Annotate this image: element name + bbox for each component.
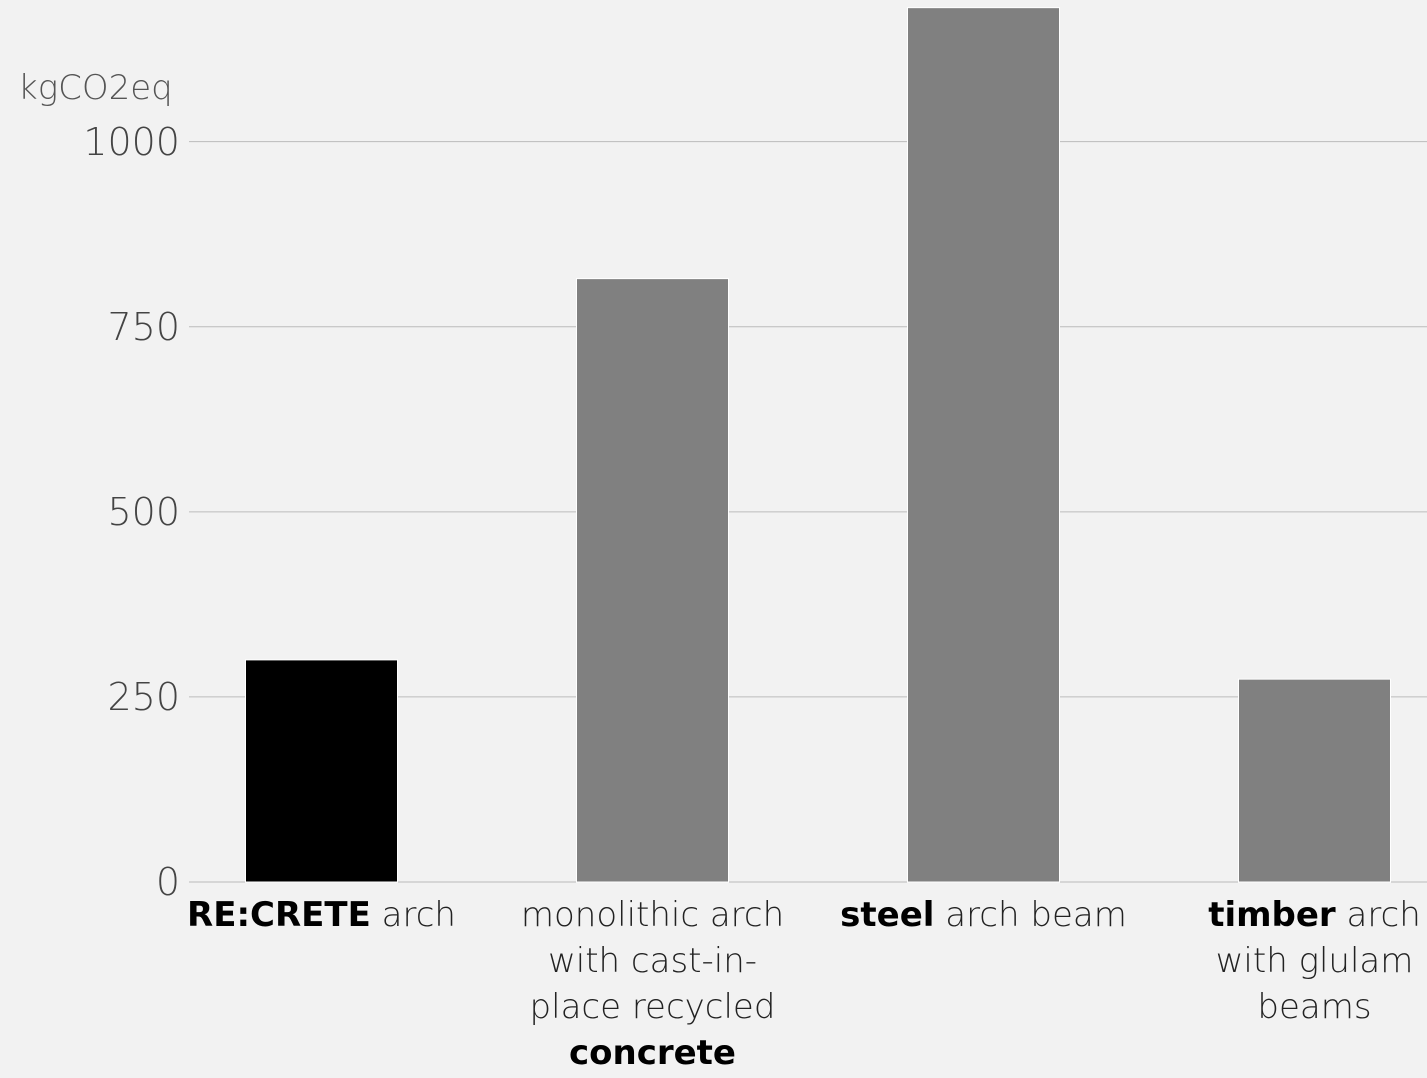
x-tick-label-part: arch with glulam beams	[1215, 895, 1421, 1027]
bar	[245, 659, 398, 883]
x-tick-label: timber arch with glulam beams	[1170, 892, 1427, 1030]
x-tick-label-part: arch beam	[934, 895, 1127, 935]
y-tick-label: 500	[107, 489, 180, 534]
bar	[907, 7, 1060, 883]
y-tick-label: 1000	[83, 119, 180, 164]
y-tick-label: 0	[155, 860, 180, 904]
y-tick-label: 250	[107, 674, 180, 719]
x-tick-label-part: concrete	[568, 1033, 736, 1073]
x-tick-label: RE:CRETE arch	[177, 892, 467, 938]
x-tick-label-part: timber	[1208, 895, 1336, 935]
x-tick-label: steel arch beam	[839, 892, 1129, 938]
x-tick-label-part: RE:CRETE	[187, 895, 371, 935]
bar	[1238, 678, 1391, 883]
bar	[576, 278, 729, 883]
x-tick-label-part: monolithic arch with cast-in-place recyc…	[520, 895, 785, 1027]
x-tick-label: monolithic arch with cast-in-place recyc…	[508, 892, 798, 1076]
y-axis-label: kgCO2eq	[18, 68, 173, 108]
x-tick-label-part: arch	[370, 895, 456, 935]
y-tick-label: 750	[107, 304, 180, 349]
x-tick-label-part: steel	[840, 895, 935, 935]
